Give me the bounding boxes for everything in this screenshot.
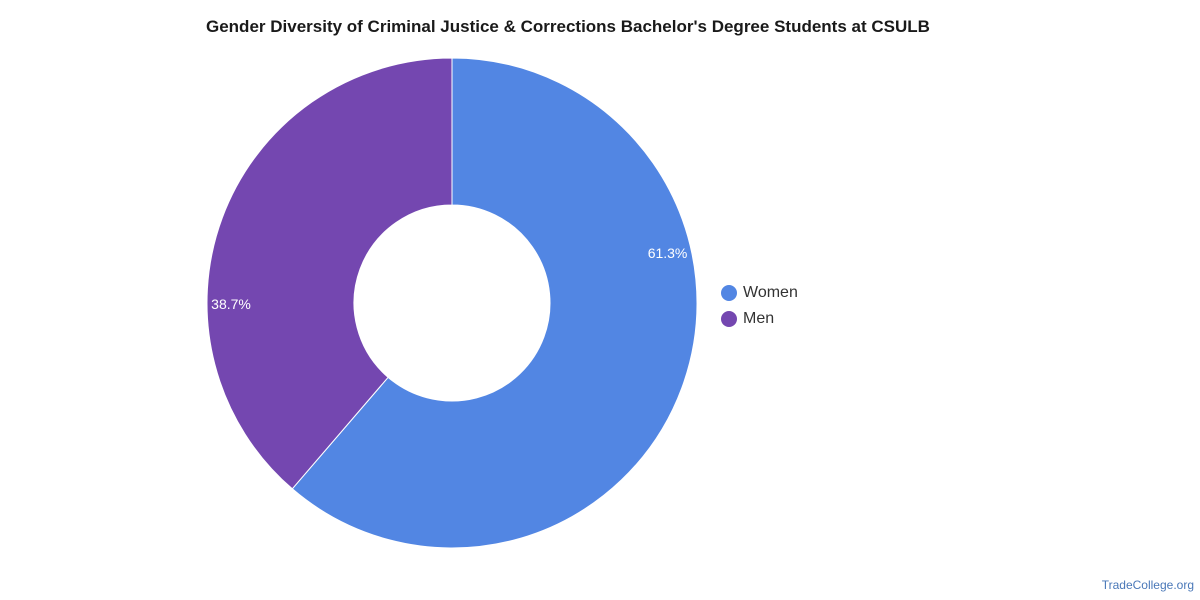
legend-item-women[interactable]: Women <box>721 280 798 306</box>
data-label-women: 61.3% <box>648 245 688 261</box>
legend-label-women: Women <box>743 284 798 301</box>
legend-swatch-women <box>721 285 737 301</box>
legend-item-men[interactable]: Men <box>721 306 798 332</box>
legend: Women Men <box>721 280 798 332</box>
data-label-men: 38.7% <box>211 296 251 312</box>
legend-label-men: Men <box>743 310 775 327</box>
slice-men[interactable] <box>206 57 453 490</box>
watermark: TradeCollege.org <box>1101 578 1194 592</box>
slice-women[interactable] <box>291 57 698 549</box>
legend-swatch-men <box>721 311 737 327</box>
chart-title: Gender Diversity of Criminal Justice & C… <box>206 17 930 36</box>
